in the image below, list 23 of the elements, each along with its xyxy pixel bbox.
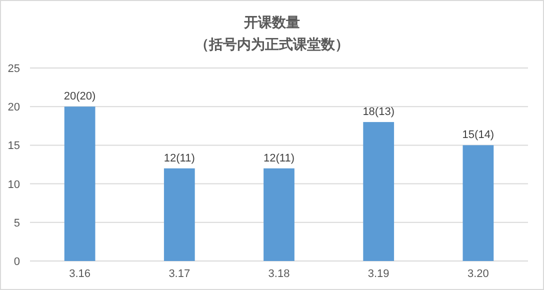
data-label: 18(13): [362, 106, 394, 118]
y-tick-label: 5: [14, 217, 20, 230]
y-tick-label: 20: [8, 102, 20, 114]
chart-title: 开课数量: [243, 14, 300, 30]
chart-subtitle: （括号内为正式课堂数）: [195, 36, 349, 52]
data-label: 15(14): [462, 129, 494, 142]
x-tick-label: 3.16: [69, 268, 91, 280]
y-tick-label: 10: [8, 178, 20, 191]
data-label: 20(20): [64, 90, 96, 103]
x-tick-label: 3.17: [168, 268, 190, 280]
data-label: 12(11): [164, 152, 195, 164]
bar: [264, 168, 294, 261]
data-label: 12(11): [264, 152, 294, 164]
x-tick-label: 3.20: [467, 268, 489, 280]
y-tick-label: 15: [8, 140, 20, 152]
bar: [462, 145, 494, 261]
bar: [64, 106, 96, 261]
y-tick-label: 0: [14, 256, 20, 268]
x-tick-label: 3.19: [368, 268, 390, 280]
y-tick-label: 25: [8, 63, 20, 75]
bar: [363, 122, 394, 261]
bar: [164, 168, 195, 261]
x-tick-label: 3.18: [268, 268, 290, 280]
